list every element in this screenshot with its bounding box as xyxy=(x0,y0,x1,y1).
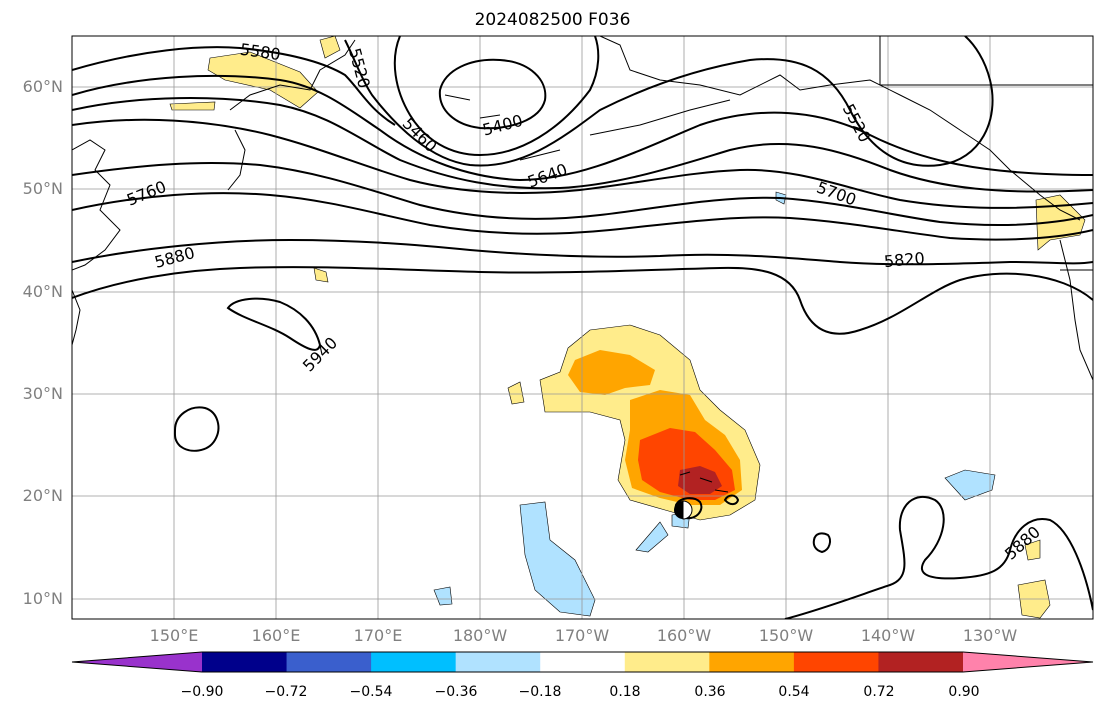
contour-hawaii xyxy=(723,494,740,506)
contour-label: 5520 xyxy=(345,46,374,90)
contour-5640 xyxy=(72,118,1093,209)
contour-labels: 5580 5520 5400 5460 5640 5520 5760 5700 … xyxy=(124,40,1044,564)
colorbar-segment xyxy=(624,652,710,672)
colorbar-segment xyxy=(540,652,626,672)
colorbar-tick-label: −0.54 xyxy=(349,684,393,700)
lon-label: 140°W xyxy=(860,626,916,645)
contour-label: 5760 xyxy=(124,177,169,210)
coastline-alaska xyxy=(599,36,1081,221)
contour-5880-south xyxy=(784,495,1093,619)
colorbar-tick-label: 0.54 xyxy=(778,684,810,700)
colorbar-outline xyxy=(71,651,1094,673)
colorbar-segment xyxy=(793,652,879,672)
anomaly-negative-patch xyxy=(519,501,596,617)
coastline-asia xyxy=(72,289,81,346)
anomaly-positive-patch xyxy=(319,36,341,59)
coastline-kamchatka xyxy=(227,39,356,191)
colorbar-tick-label: −0.36 xyxy=(434,684,478,700)
contour-5700 xyxy=(72,192,1093,241)
anomaly-shading xyxy=(169,36,1086,619)
contour-label: 5460 xyxy=(399,114,441,156)
contour-5460 xyxy=(393,36,600,157)
lat-label: 60°N xyxy=(22,77,63,96)
anomaly-positive-patch xyxy=(169,101,216,111)
lon-label: 170°E xyxy=(353,626,403,645)
contour-label: 5940 xyxy=(299,333,341,375)
contour-label: 5640 xyxy=(525,160,570,192)
contour-5940 xyxy=(226,297,322,351)
contour-5580 xyxy=(72,46,396,126)
anomaly-negative-patch xyxy=(433,586,453,606)
colorbar-tick-label: −0.18 xyxy=(518,684,562,700)
contour-label: 5400 xyxy=(480,111,524,140)
lat-label: 50°N xyxy=(22,179,63,198)
colorbar-extend-min xyxy=(72,652,202,672)
colorbar-tick-label: −0.72 xyxy=(264,684,308,700)
lon-label: 170°W xyxy=(554,626,610,645)
anomaly-negative-patch xyxy=(635,521,669,553)
map-title: 2024082500 F036 xyxy=(474,10,631,30)
anomaly-positive-patch xyxy=(1035,194,1086,251)
contour-5760 xyxy=(72,162,1093,227)
coastline-aleutians xyxy=(444,94,731,161)
lat-label: 20°N xyxy=(22,486,63,505)
anomaly-positive-darkred xyxy=(678,466,722,494)
colorbar-segment xyxy=(878,652,964,672)
colorbar-segment xyxy=(455,652,541,672)
colorbar-tick-label: 0.18 xyxy=(609,684,641,700)
lon-label: 160°E xyxy=(251,626,301,645)
contour-label: 5820 xyxy=(883,249,925,271)
contour-row xyxy=(72,97,1093,193)
colorbar xyxy=(71,651,1094,673)
border-canada xyxy=(879,36,1093,271)
contour-5400 xyxy=(438,58,547,130)
contour-ring xyxy=(812,532,831,554)
lat-label: 10°N xyxy=(22,589,63,608)
anomaly-negative-patch xyxy=(944,469,996,501)
lon-label: 150°E xyxy=(149,626,199,645)
colorbar-tick-label: −0.90 xyxy=(180,684,224,700)
colorbar-segment xyxy=(709,652,795,672)
lat-label: 30°N xyxy=(22,384,63,403)
lon-label: 180°W xyxy=(452,626,508,645)
lon-label: 130°W xyxy=(962,626,1018,645)
contour-row xyxy=(72,74,1093,182)
contour-5820 xyxy=(72,266,1093,335)
contour-ring xyxy=(173,406,220,452)
contour-5880 xyxy=(72,238,1093,266)
colorbar-segment xyxy=(286,652,372,672)
coastline-hawaii xyxy=(679,471,729,493)
colorbar-segment xyxy=(371,652,457,672)
colorbar-tick-label: 0.36 xyxy=(694,684,726,700)
contour-5520 xyxy=(344,36,994,167)
anomaly-positive-patch xyxy=(313,267,329,283)
colorbar-segment xyxy=(202,652,288,672)
colorbar-extend-max xyxy=(963,652,1093,672)
anomaly-positive-patch xyxy=(1024,539,1041,561)
colorbar-tick-label: 0.72 xyxy=(863,684,895,700)
anomaly-positive-patch xyxy=(507,381,525,405)
coastline-north-america xyxy=(1059,239,1093,381)
lon-label: 160°W xyxy=(656,626,712,645)
anomaly-positive-patch xyxy=(207,51,319,109)
colorbar-tick-label: 0.90 xyxy=(948,684,980,700)
lon-label: 150°W xyxy=(758,626,814,645)
height-contours xyxy=(72,36,1093,619)
lat-label: 40°N xyxy=(22,282,63,301)
map-frame xyxy=(71,35,1094,620)
